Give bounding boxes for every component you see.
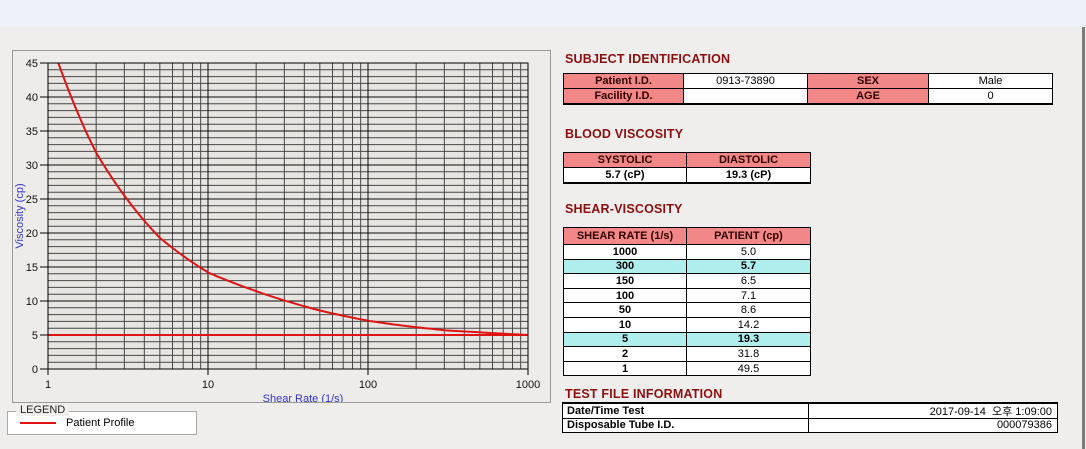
systolic-value: 5.7 (cP) (564, 168, 686, 182)
plot-frame (47, 62, 529, 370)
patient-cp-header: PATIENT (cp) (687, 228, 810, 244)
y-tick-label: 5 (32, 330, 38, 342)
shear-viscosity-title: SHEAR-VISCOSITY (565, 202, 683, 216)
patient-cp-cell: 14.2 (687, 317, 810, 332)
patient-cp-cell: 31.8 (687, 347, 810, 361)
x-axis-title: Shear Rate (1/s) (263, 393, 344, 402)
y-tick-label: 20 (26, 228, 38, 240)
disposable-tube-id-value: 000079386 (809, 418, 1057, 432)
y-tick-label: 40 (26, 92, 38, 104)
age-value: 0 (929, 89, 1052, 103)
legend-entry: Patient Profile (8, 412, 196, 434)
y-tick-label: 10 (26, 296, 38, 308)
shear-rate-cell: 1 (564, 361, 686, 376)
patient-cp-cell: 5.7 (687, 259, 810, 274)
y-axis-title: Viscosity (cp) (14, 183, 26, 248)
window-right-edge (1082, 27, 1085, 449)
disposable-tube-id-label: Disposable Tube I.D. (563, 418, 808, 432)
subject-identification-title: SUBJECT IDENTIFICATION (565, 52, 731, 66)
y-tick-label: 30 (26, 160, 38, 172)
patient-profile-curve (57, 63, 528, 336)
shear-rate-cell: 50 (564, 303, 686, 317)
x-tick-label: 1000 (516, 379, 540, 391)
legend-title: LEGEND (16, 404, 70, 416)
patient-cp-cell: 7.1 (687, 288, 810, 303)
systolic-header: SYSTOLIC (564, 153, 686, 167)
facility-id-label: Facility I.D. (564, 89, 683, 103)
patient-cp-cell: 6.5 (687, 274, 810, 288)
blood-viscosity-table: SYSTOLIC DIASTOLIC 5.7 (cP) 19.3 (cP) (563, 152, 811, 184)
patient-profile-line-swatch (20, 422, 56, 424)
series-lines (48, 63, 528, 336)
patient-cp-cell: 19.3 (687, 332, 810, 347)
shear-rate-cell: 5 (564, 332, 686, 347)
y-tick-label: 15 (26, 262, 38, 274)
shear-rate-cell: 100 (564, 288, 686, 303)
blood-viscosity-title: BLOOD VISCOSITY (565, 127, 684, 141)
patient-id-value: 0913-73890 (684, 74, 807, 88)
test-file-information-table: Date/Time Test 2017-09-14 오후 1:09:00 Dis… (562, 402, 1058, 433)
shear-rate-cell: 2 (564, 347, 686, 361)
shear-rate-cell: 300 (564, 259, 686, 274)
x-tick-label: 10 (202, 379, 214, 391)
shear-rate-cell: 10 (564, 317, 686, 332)
date-time-test-label: Date/Time Test (563, 404, 808, 418)
x-axis-ticks: 1 10 100 1000 (45, 369, 540, 391)
subject-identification-table: Patient I.D. 0913-73890 SEX Male Facilit… (563, 73, 1053, 105)
diastolic-value: 19.3 (cP) (687, 168, 810, 182)
x-tick-label: 1 (45, 379, 51, 391)
age-label: AGE (808, 89, 928, 103)
sex-label: SEX (808, 74, 928, 88)
shear-viscosity-chart-panel: 0 5 10 15 20 25 30 35 40 45 1 10 100 1000 Shear Rate (… (12, 50, 551, 403)
facility-id-value (684, 89, 807, 103)
sex-value: Male (929, 74, 1052, 88)
x-tick-label: 100 (359, 379, 377, 391)
shear-rate-header: SHEAR RATE (1/s) (564, 228, 686, 244)
test-file-information-title: TEST FILE INFORMATION (565, 387, 723, 401)
patient-cp-cell: 5.0 (687, 245, 810, 259)
shear-viscosity-chart: 0 5 10 15 20 25 30 35 40 45 1 10 100 1000 Shear Rate (… (14, 58, 540, 402)
plot-area (48, 63, 528, 369)
patient-id-label: Patient I.D. (564, 74, 683, 88)
y-tick-label: 0 (32, 364, 38, 376)
window-top-strip (0, 0, 1086, 27)
legend-entry-label: Patient Profile (66, 417, 135, 429)
y-tick-label: 45 (26, 58, 38, 70)
shear-rate-cell: 1000 (564, 245, 686, 259)
patient-cp-cell: 49.5 (687, 361, 810, 376)
shear-rate-cell: 150 (564, 274, 686, 288)
y-axis-ticks: 0 5 10 15 20 25 30 35 40 45 (26, 58, 48, 376)
y-tick-label: 35 (26, 126, 38, 138)
y-tick-label: 25 (26, 194, 38, 206)
grid-minor (48, 63, 528, 369)
chart-legend: LEGEND Patient Profile (7, 404, 197, 435)
diastolic-header: DIASTOLIC (687, 153, 810, 167)
shear-viscosity-table: SHEAR RATE (1/s) PATIENT (cp) 1000 5.0 3… (563, 227, 811, 377)
patient-cp-cell: 8.6 (687, 303, 810, 317)
date-time-test-value: 2017-09-14 오후 1:09:00 (809, 404, 1057, 418)
